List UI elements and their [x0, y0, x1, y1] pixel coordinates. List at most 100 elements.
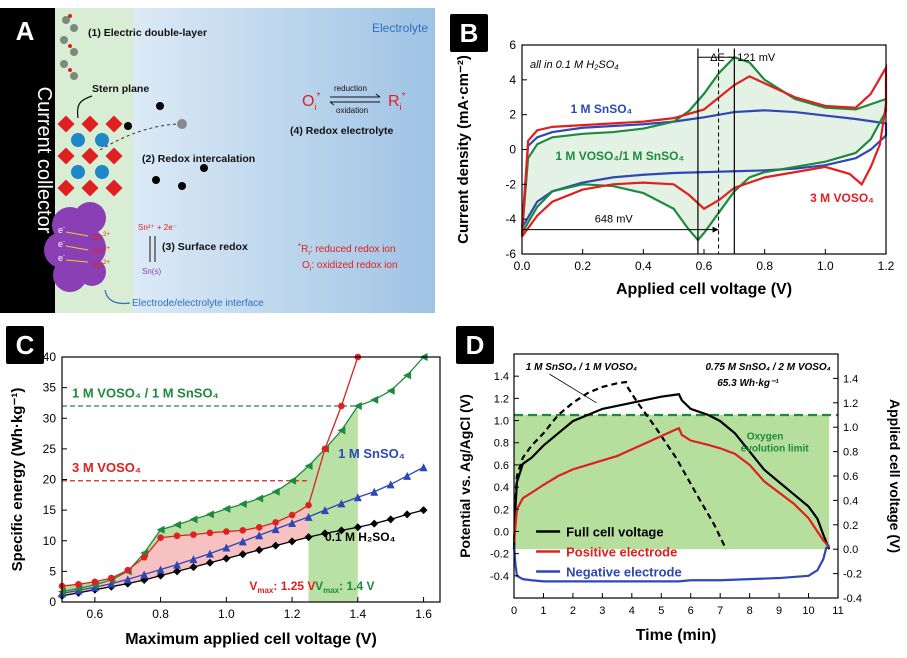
y-tick-label-c: 5: [49, 564, 56, 578]
energy-point-3: [223, 528, 230, 535]
mechanism-4-label: (4) Redox electrolyte: [290, 125, 393, 137]
energy-point-3: [206, 529, 214, 537]
y-tick-label-b: 6: [509, 38, 516, 52]
y-tick-label-b: 2: [509, 108, 516, 122]
svg-text:Sn2+: Sn2+: [92, 246, 110, 256]
x-tick-label-d: 6: [688, 605, 694, 617]
potential-series-3: [512, 544, 830, 583]
annotation-all-in: all in 0.1 M H₂SO₄: [530, 59, 619, 71]
y-tick-label-b: -2: [505, 177, 516, 191]
energy-point-1: [90, 583, 99, 592]
panel-a-schematic: Current collector Electrolyte (1) Electr…: [0, 0, 440, 318]
energy-point-0: [222, 554, 231, 563]
panel-d-badge: D: [456, 326, 494, 364]
energy-point-2: [288, 476, 297, 485]
potential-series-0: [512, 393, 831, 550]
y-tick-label-right-d: 0.6: [843, 471, 858, 483]
panel-c-badge: C: [6, 326, 44, 364]
y-tick-label-c: 30: [43, 411, 57, 425]
energy-point-0: [238, 550, 247, 559]
x-tick-label-b: 1.0: [817, 259, 834, 273]
energy-point-0: [353, 523, 362, 532]
y-tick-label-c: 40: [43, 350, 57, 364]
x-axis-label-c: Maximum applied cell voltage (V): [125, 631, 377, 648]
y-tick-label-right-d: 0.8: [843, 447, 858, 459]
x-tick-label-b: 0.2: [574, 259, 591, 273]
y-axis-label-b: Current density (mA·cm⁻²): [455, 55, 472, 244]
x-tick-label-c: 0.6: [87, 607, 104, 621]
svg-text:e-: e-: [58, 239, 65, 249]
y-tick-label-right-d: 0.2: [843, 520, 858, 532]
interface-label: Electrode/electrolyte interface: [132, 298, 264, 309]
mechanism-1-label: (1) Electric double-layer: [88, 27, 207, 39]
y-tick-label-left-d: 1.2: [494, 393, 509, 405]
x-tick-label-c: 1.2: [284, 607, 301, 621]
energy-point-3: [338, 402, 345, 410]
svg-text:e-: e-: [58, 225, 65, 235]
x-tick-label-c: 1.0: [218, 607, 235, 621]
panel-a: Current collector Electrolyte (1) Electr…: [0, 0, 440, 318]
current-collector-label: Current collector: [33, 87, 55, 234]
series-label-sn: 1 M SnSO₄: [571, 102, 633, 116]
energy-point-2: [386, 386, 395, 395]
energy-point-0: [271, 541, 280, 550]
y-tick-label-c: 20: [43, 473, 57, 487]
energy-point-1: [386, 480, 395, 489]
svg-text:Sn2+: Sn2+: [92, 260, 110, 270]
energy-point-3: [255, 523, 263, 531]
energy-point-3: [173, 532, 181, 540]
energy-point-3: [91, 578, 99, 586]
annotation-648: 648 mV: [595, 214, 634, 226]
reduction-label: reduction: [334, 84, 367, 93]
x-tick-label-b: 0.8: [756, 259, 773, 273]
legend-label-d: Positive electrode: [566, 544, 677, 559]
y-tick-label-right-d: 1.4: [843, 373, 858, 385]
panel-d: 0 1 2 3 4 5 6 7 8 9 10 11 -0.4 -0.2 0.0 0.2 0.4 0.6 0.8 1.0…: [450, 322, 907, 653]
energy-point-0: [288, 537, 297, 546]
label-voso-c: 3 M VOSO₄: [72, 460, 141, 475]
potential-series-2: [512, 426, 830, 548]
green-window: [514, 415, 830, 550]
energy-point-0: [304, 533, 313, 542]
energy-point-0: [189, 563, 198, 572]
y-tick-label-left-d: -0.4: [490, 571, 509, 583]
legend-reduced: *Ri: reduced redox ion: [298, 242, 396, 257]
energy-point-2: [271, 487, 280, 496]
x-tick-label-d: 3: [599, 605, 605, 617]
energy-point-1: [123, 575, 132, 584]
label-h2so4-c: 0.1 M H₂SO₄: [325, 530, 396, 544]
x-tick-label-d: 4: [629, 605, 635, 617]
energy-point-2: [189, 515, 198, 524]
y-tick-label-b: 0: [509, 143, 516, 157]
annot-dashed-pointer: [549, 373, 597, 404]
x-tick-label-d: 9: [776, 605, 782, 617]
energy-point-2: [222, 504, 231, 513]
x-tick-label-d: 11: [832, 605, 843, 617]
energy-point-1: [107, 579, 116, 588]
annot-energy-d: 65.3 Wh·kg⁻¹: [717, 378, 779, 389]
x-tick-label-b: 0.0: [514, 259, 531, 273]
annotation-delta-e: ΔE ~ 121 mV: [710, 52, 776, 64]
x-tick-label-d: 5: [658, 605, 664, 617]
energy-point-3: [321, 445, 329, 453]
648-arrowhead: [712, 226, 719, 233]
y-axis-label-c: Specific energy (Wh·kg⁻¹): [9, 388, 26, 572]
energy-point-1: [353, 493, 362, 502]
energy-point-1: [271, 525, 280, 534]
series-label-voso-sn: 1 M VOSO₄/1 M SnSO₄: [555, 149, 684, 163]
energy-point-2: [205, 510, 214, 519]
label-vmax-red: Vmax: 1.25 V: [249, 579, 315, 595]
energy-point-3: [190, 531, 197, 538]
y-tick-label-b: 4: [509, 73, 516, 87]
stern-plane-label: Stern plane: [92, 83, 149, 95]
tin-ion-labels: Sn2+ Sn2+ Sn2+: [92, 232, 110, 270]
y-tick-label-right-d: 0.0: [843, 544, 858, 556]
energy-point-0: [205, 558, 214, 567]
panel-a-badge: A: [6, 12, 44, 50]
x-tick-label-d: 10: [802, 605, 814, 617]
legend-label-d: Full cell voltage: [566, 524, 664, 539]
energy-point-1: [222, 543, 231, 552]
energy-point-0: [173, 567, 182, 576]
energy-point-2: [238, 500, 247, 508]
x-tick-label-c: 1.6: [415, 607, 432, 621]
